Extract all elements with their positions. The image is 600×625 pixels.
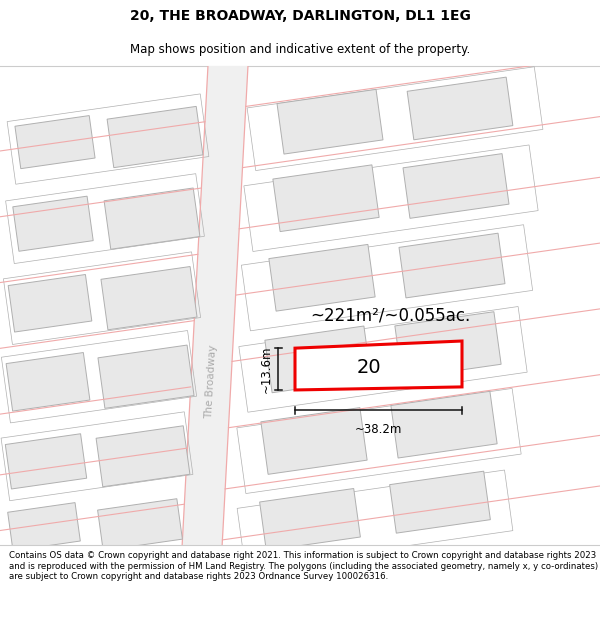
Polygon shape <box>8 274 92 332</box>
Polygon shape <box>265 326 371 392</box>
Text: ~38.2m: ~38.2m <box>355 422 402 436</box>
Polygon shape <box>403 154 509 218</box>
Polygon shape <box>395 312 501 379</box>
Text: The Broadway: The Broadway <box>204 344 218 419</box>
Polygon shape <box>260 489 361 551</box>
Polygon shape <box>8 503 80 551</box>
Polygon shape <box>389 471 490 533</box>
Polygon shape <box>13 196 93 251</box>
Polygon shape <box>6 352 90 411</box>
Polygon shape <box>182 66 248 545</box>
Polygon shape <box>407 77 513 140</box>
Polygon shape <box>107 106 203 168</box>
Text: ~221m²/~0.055ac.: ~221m²/~0.055ac. <box>310 306 470 324</box>
Polygon shape <box>277 89 383 154</box>
Text: Map shows position and indicative extent of the property.: Map shows position and indicative extent… <box>130 42 470 56</box>
Polygon shape <box>5 434 86 489</box>
Polygon shape <box>269 244 375 311</box>
Polygon shape <box>104 188 200 249</box>
Polygon shape <box>399 233 505 298</box>
Polygon shape <box>15 116 95 169</box>
Polygon shape <box>101 266 197 330</box>
Text: ~13.6m: ~13.6m <box>260 345 273 392</box>
Polygon shape <box>273 165 379 232</box>
Polygon shape <box>261 408 367 474</box>
Text: 20: 20 <box>356 358 381 377</box>
Polygon shape <box>295 341 462 390</box>
Text: Contains OS data © Crown copyright and database right 2021. This information is : Contains OS data © Crown copyright and d… <box>9 551 598 581</box>
Polygon shape <box>391 391 497 458</box>
Polygon shape <box>98 499 182 551</box>
Polygon shape <box>96 426 190 487</box>
Text: 20, THE BROADWAY, DARLINGTON, DL1 1EG: 20, THE BROADWAY, DARLINGTON, DL1 1EG <box>130 9 470 23</box>
Polygon shape <box>98 345 194 408</box>
